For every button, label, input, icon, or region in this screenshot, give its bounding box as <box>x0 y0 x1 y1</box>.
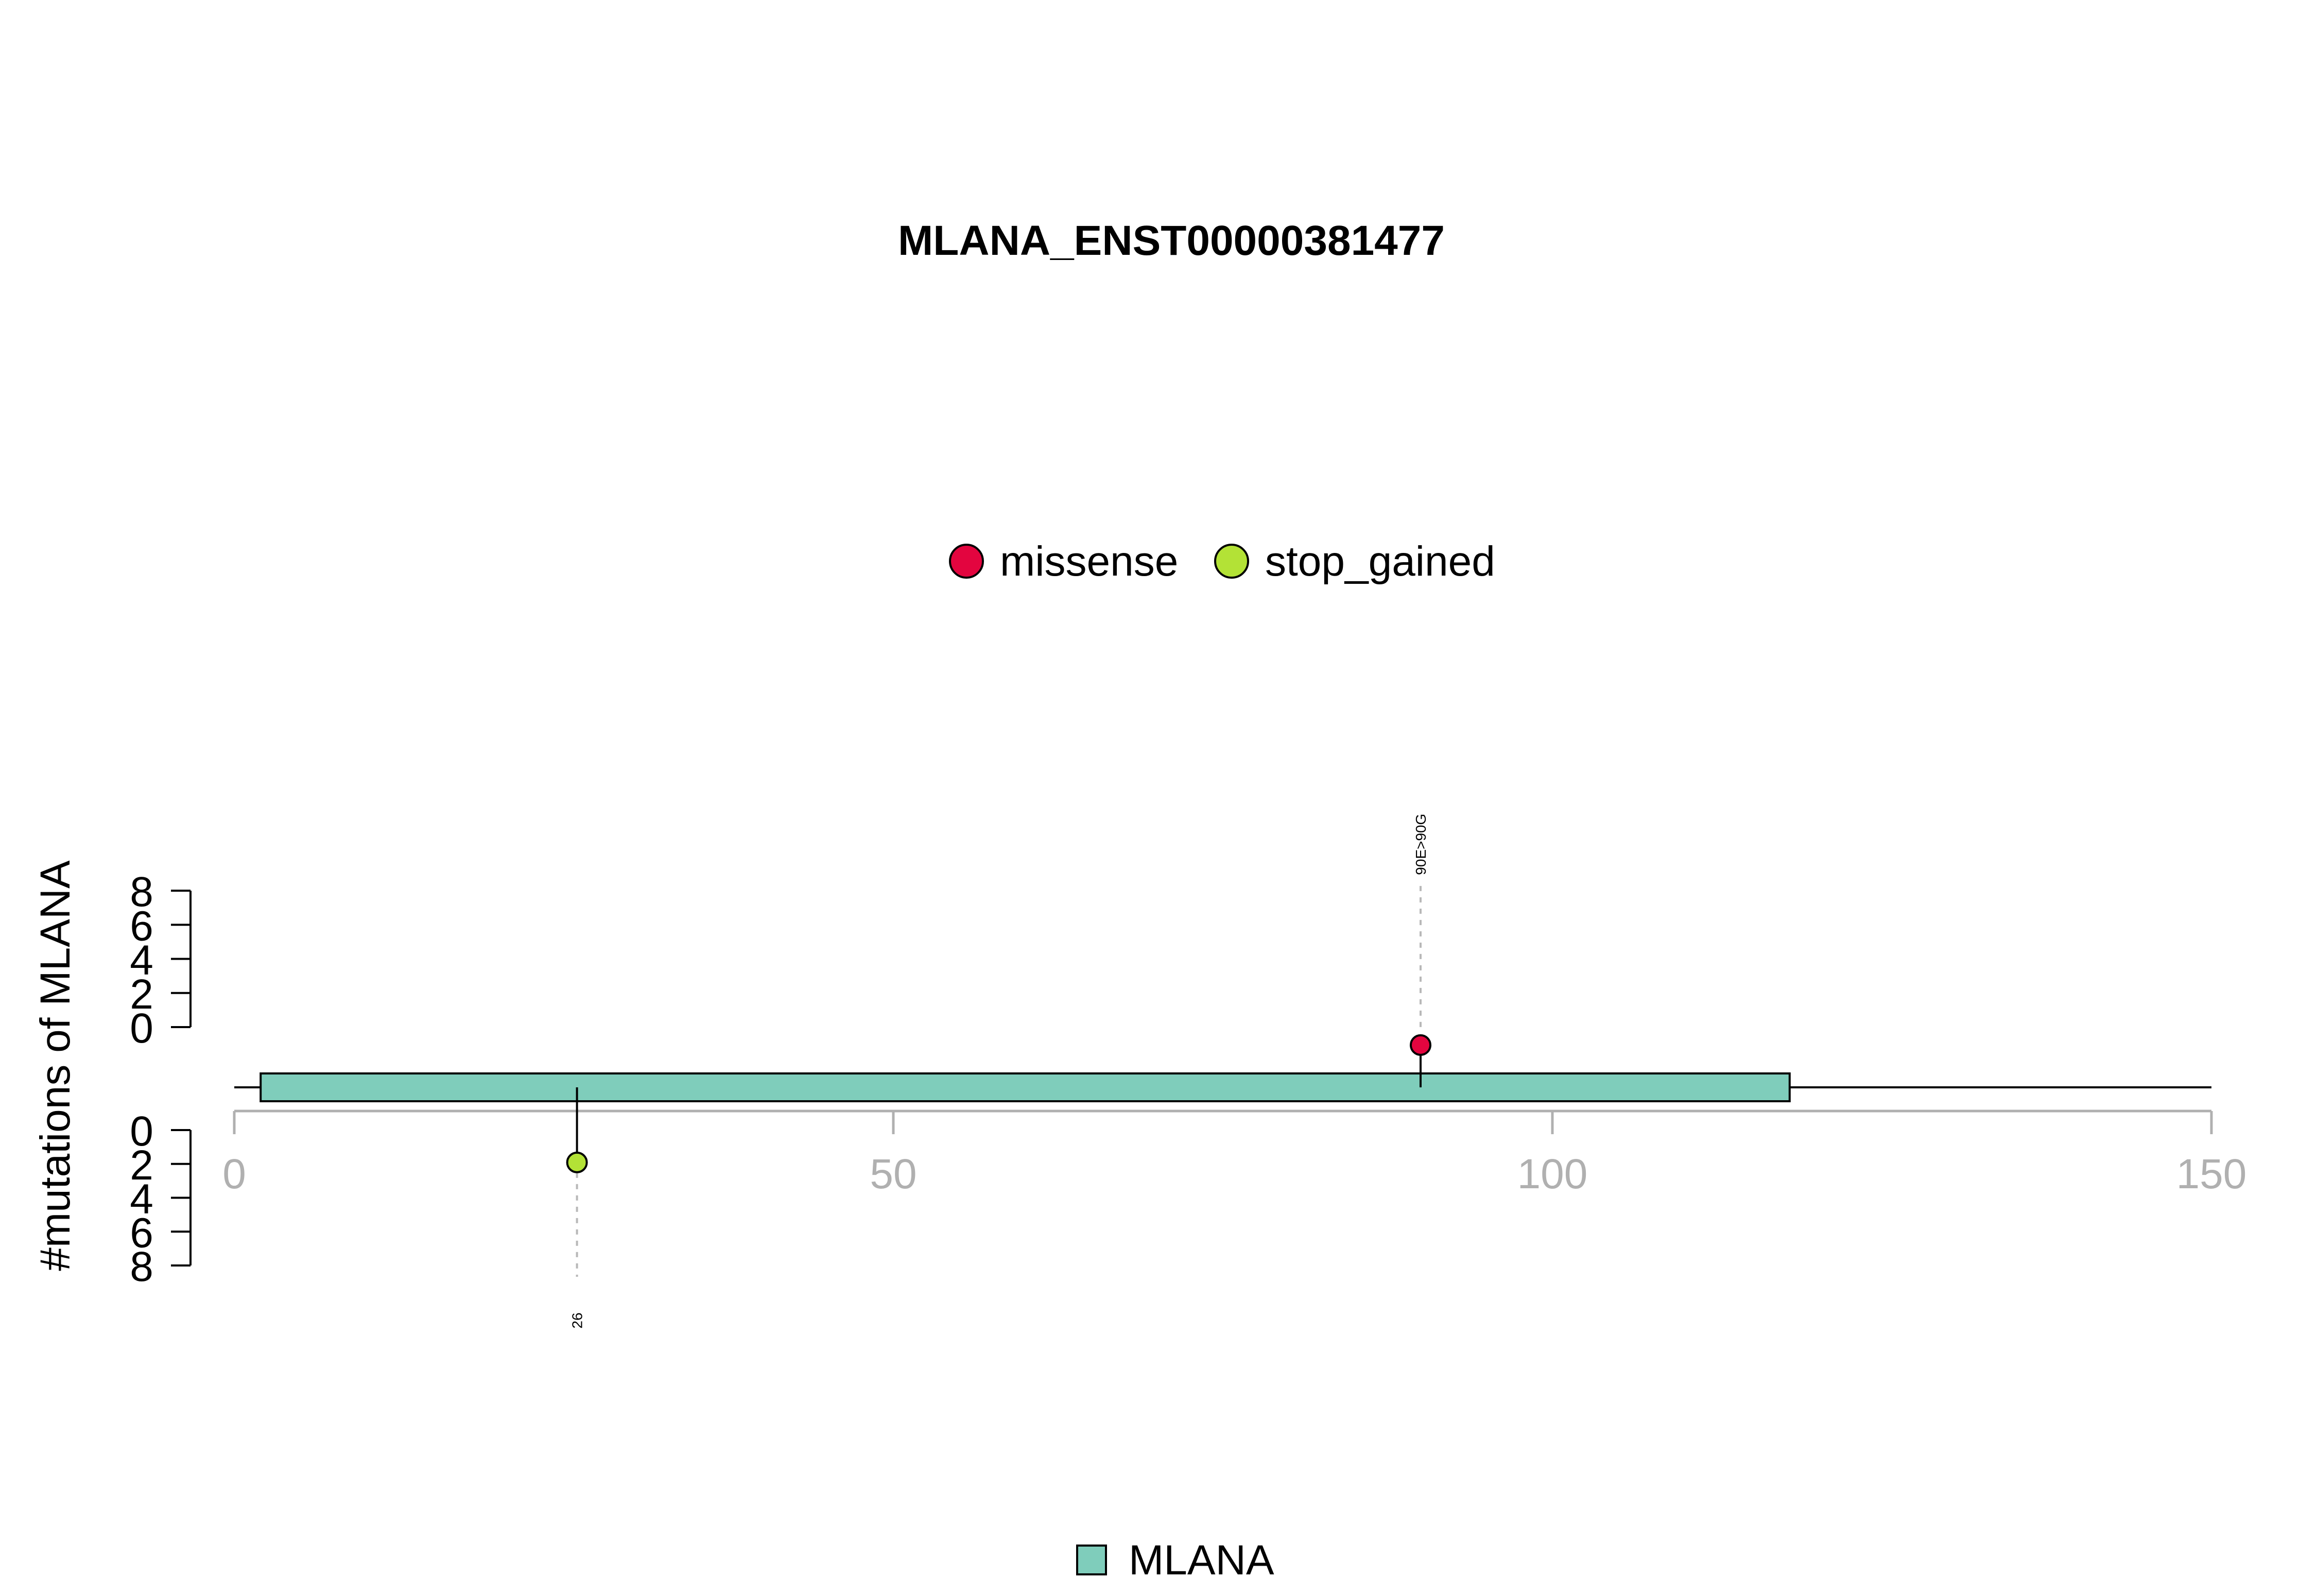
mutation-label-26: 26 <box>569 1312 585 1328</box>
x-axis: 0 50 100 150 <box>222 1109 2247 1198</box>
y-tick-label-top-4: 4 <box>130 937 153 984</box>
domain-legend-label-MLANA: MLANA <box>1129 1537 1274 1584</box>
domain-MLANA <box>260 1072 1791 1102</box>
mutation-point-26 <box>566 1151 588 1173</box>
y-tick-label-bottom-0: 0 <box>130 1108 153 1155</box>
mutation-type-legend: missense stop_gained <box>949 538 1495 585</box>
y-axis-label: #mutations of MLANA <box>32 860 79 1271</box>
domain-legend: MLANA <box>1076 1537 1274 1584</box>
y-tick-label-bottom-2: 2 <box>130 1142 153 1189</box>
y-tick-label-top-8: 8 <box>130 869 153 915</box>
mutation-label-90: 90E>90G <box>1413 813 1429 875</box>
protein-domains <box>260 1072 1791 1102</box>
y-tick-label-bottom-4: 4 <box>130 1176 153 1223</box>
mutation-point-90 <box>1410 1034 1431 1056</box>
domain-legend-swatch-MLANA <box>1076 1545 1107 1575</box>
chart-title: MLANA_ENST00000381477 <box>898 217 1445 264</box>
mutation-lollipops: 90E>90G 26 <box>566 813 1431 1329</box>
y-tick-label-top-6: 6 <box>130 903 153 949</box>
x-tick-label-100: 100 <box>1517 1151 1588 1198</box>
x-tick-label-50: 50 <box>870 1151 917 1198</box>
y-tick-label-top-2: 2 <box>130 971 153 1018</box>
legend-marker-stop_gained <box>1214 544 1249 579</box>
x-tick-label-0: 0 <box>222 1151 246 1198</box>
y-tick-label-bottom-8: 8 <box>130 1243 153 1290</box>
legend-marker-missense <box>949 544 984 579</box>
y-tick-label-bottom-6: 6 <box>130 1209 153 1256</box>
x-tick-label-150: 150 <box>2176 1151 2247 1198</box>
legend-label-stop_gained: stop_gained <box>1265 538 1495 585</box>
y-tick-label-top-0: 0 <box>130 1005 153 1052</box>
legend-label-missense: missense <box>1000 538 1178 585</box>
